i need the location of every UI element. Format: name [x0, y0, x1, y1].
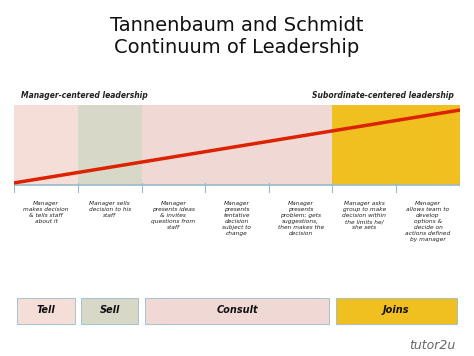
Text: Manager-centered leadership: Manager-centered leadership: [20, 91, 147, 100]
Text: Joins: Joins: [383, 305, 410, 315]
Bar: [142, 105, 205, 185]
Bar: [332, 105, 396, 185]
Text: Manager
allows team to
develop
options &
decide on
actions defined
by manager: Manager allows team to develop options &…: [405, 201, 451, 242]
Text: Subordinate-centered leadership: Subordinate-centered leadership: [311, 91, 454, 100]
Bar: [269, 105, 332, 185]
Text: Manager
makes decision
& tells staff
about it: Manager makes decision & tells staff abo…: [23, 201, 69, 224]
Text: tutor2u: tutor2u: [409, 339, 455, 352]
Bar: [205, 105, 269, 185]
Bar: [78, 105, 142, 185]
Bar: [81, 298, 138, 324]
Text: Manager asks
group to make
decision within
the limits he/
she sets: Manager asks group to make decision with…: [342, 201, 386, 230]
Bar: [396, 105, 460, 185]
Text: Consult: Consult: [216, 305, 258, 315]
Bar: [14, 105, 78, 185]
Bar: [336, 298, 456, 324]
Text: Sell: Sell: [100, 305, 120, 315]
Text: Tell: Tell: [36, 305, 55, 315]
Text: Manager
presents ideas
& invites
questions from
staff: Manager presents ideas & invites questio…: [151, 201, 195, 230]
Text: Manager sells
decision to his
staff: Manager sells decision to his staff: [89, 201, 131, 218]
Text: Manager
presents
tentative
decision
subject to
change: Manager presents tentative decision subj…: [222, 201, 252, 236]
Bar: [145, 298, 329, 324]
Bar: [18, 298, 75, 324]
Text: Tannenbaum and Schmidt
Continuum of Leadership: Tannenbaum and Schmidt Continuum of Lead…: [110, 16, 364, 57]
Text: Manager
presents
problem; gets
suggestions,
then makes the
decision: Manager presents problem; gets suggestio…: [278, 201, 324, 236]
